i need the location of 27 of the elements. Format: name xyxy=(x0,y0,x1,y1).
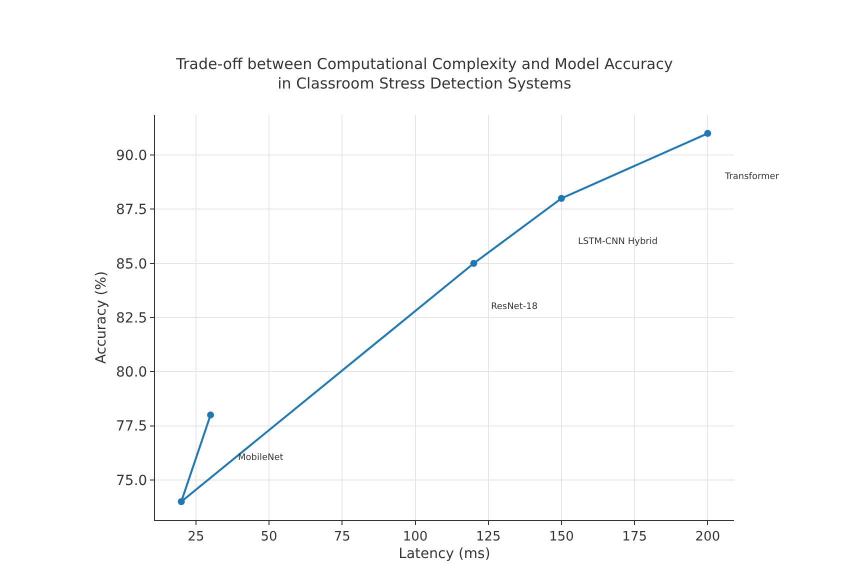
chart-title: Trade-off between Computational Complexity and Model Accuracy in Classroom Stress Detection Systems xyxy=(175,55,673,92)
y-tick-label: 90.0 xyxy=(116,148,148,164)
x-tick-label: 150 xyxy=(549,530,574,545)
point xyxy=(704,130,712,137)
x-tick-label: 175 xyxy=(622,530,647,545)
point xyxy=(207,411,214,418)
y-tick-label: 80.0 xyxy=(116,364,148,381)
x-tick-label: 125 xyxy=(476,530,501,545)
annotation: ResNet-18 xyxy=(491,302,538,312)
y-tick-label: 85.0 xyxy=(116,256,148,272)
y-tick-label: 75.0 xyxy=(116,472,148,489)
x-tick-label: 50 xyxy=(260,530,278,545)
x-tick-label: 200 xyxy=(695,530,720,545)
y-tick-label: 82.5 xyxy=(116,310,148,326)
y-tick-label: 87.5 xyxy=(116,202,148,218)
y-axis-title: Accuracy (%) xyxy=(94,271,110,364)
point xyxy=(558,194,565,202)
annotation: LSTM-CNN Hybrid xyxy=(578,237,658,247)
x-axis-title: Latency (ms) xyxy=(398,546,490,562)
point xyxy=(470,260,478,267)
annotation: MobileNet xyxy=(238,453,284,463)
annotation: Transformer xyxy=(724,172,780,182)
x-tick-label: 25 xyxy=(188,530,204,545)
x-tick-label: 100 xyxy=(402,530,428,545)
point xyxy=(178,498,185,506)
y-tick-label: 77.5 xyxy=(116,418,148,435)
x-tick-label: 75 xyxy=(334,530,350,545)
